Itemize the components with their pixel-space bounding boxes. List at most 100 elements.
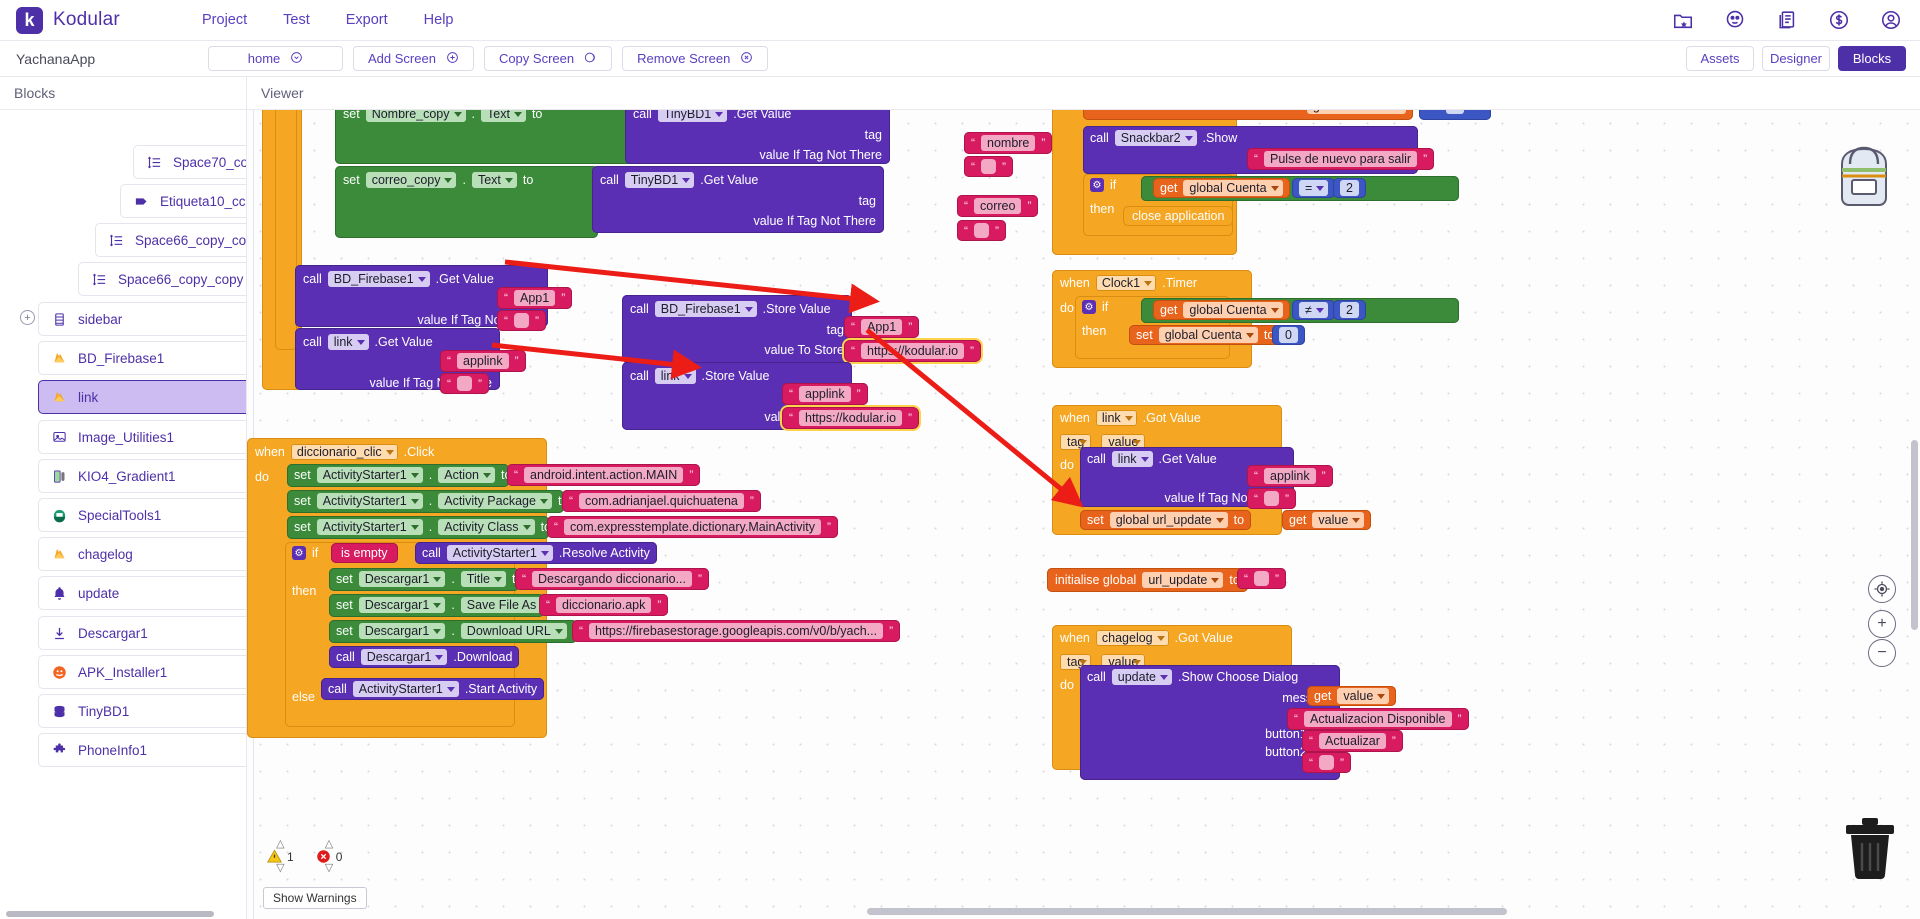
setter-descargar-savefileas[interactable]: set Descargar1 . Save File As to (329, 594, 569, 617)
text-empty-app1-fallback[interactable]: “ ” (497, 310, 546, 331)
component-dropdown[interactable]: diccionario_clic (290, 444, 398, 460)
component-dropdown[interactable]: Descargar1 (358, 597, 446, 613)
text-store-app1-tag[interactable]: “ App1 ” (844, 316, 920, 338)
text-value[interactable]: com.expresstemplate.dictionary.MainActiv… (564, 519, 821, 535)
sidebar-item-sidebar[interactable]: sidebar (38, 302, 246, 336)
global-dropdown[interactable]: global Cuenta (1183, 302, 1283, 318)
component-dropdown[interactable]: link (1111, 451, 1153, 467)
global-dropdown[interactable]: global Cuenta (1183, 180, 1283, 196)
property-dropdown[interactable]: Title (460, 571, 506, 587)
setter-nombre-copy[interactable]: set Nombre_copy . Text to (335, 110, 635, 164)
component-dropdown[interactable]: TinyBD1 (657, 110, 728, 122)
add-screen-button[interactable]: Add Screen (353, 46, 474, 71)
call-activitystarter-start[interactable]: call ActivityStarter1 .Start Activity (321, 678, 545, 700)
text-value[interactable]: applink (1264, 468, 1316, 484)
monetize-icon[interactable] (1828, 9, 1850, 31)
canvas-vertical-scrollbar[interactable] (1911, 440, 1918, 630)
get-global-cuenta-clock[interactable]: get global Cuenta (1153, 300, 1290, 320)
mutator-gear-icon[interactable]: ⚙ (1082, 300, 1096, 314)
text-download-url[interactable]: “ https://firebasestorage.googleapis.com… (572, 620, 901, 642)
backpack-icon[interactable] (1824, 140, 1904, 212)
text-applink-tag[interactable]: “ applink ” (440, 350, 526, 372)
text-value[interactable]: Pulse de nuevo para salir (1264, 151, 1418, 167)
tab-blocks[interactable]: Blocks (1838, 46, 1906, 71)
call-bdfirebase1-store-value[interactable]: call BD_Firebase1 .Store Value tag value… (622, 295, 852, 363)
global-dropdown[interactable]: global url_update (1109, 512, 1228, 528)
component-dropdown[interactable]: correo_copy (365, 172, 457, 188)
mutator-gear-icon[interactable]: ⚙ (292, 546, 306, 560)
text-empty-init-global[interactable]: “ ” (1237, 568, 1286, 589)
component-dropdown[interactable]: chagelog (1095, 630, 1169, 646)
operator-dropdown[interactable]: = (1299, 180, 1329, 196)
call-activitystarter-resolve[interactable]: call ActivityStarter1 .Resolve Activity (415, 542, 657, 564)
setter-global-cuenta-clock[interactable]: set global Cuenta to (1129, 325, 1282, 345)
get-value-urlupdate[interactable]: get value (1282, 510, 1372, 530)
event-inner-do-column[interactable] (275, 110, 297, 350)
remove-screen-button[interactable]: Remove Screen (622, 46, 769, 71)
screen-selector[interactable]: home (208, 46, 343, 71)
canvas-horizontal-scrollbar[interactable] (867, 908, 1507, 915)
close-application-block[interactable]: close application (1123, 206, 1234, 226)
text-intent-action[interactable]: “ android.intent.action.MAIN ” (507, 464, 701, 486)
call-tinybd1-get-nombre[interactable]: call TinyBD1 .Get Value tag value If Tag… (625, 110, 890, 164)
sidebar-item-image-utilities1[interactable]: Image_Utilities1 (38, 420, 246, 454)
property-dropdown[interactable]: Download URL (460, 623, 567, 639)
text-app1-tag[interactable]: “ App1 ” (497, 287, 573, 309)
text-value-empty[interactable] (974, 223, 989, 238)
setter-activitystarter-class[interactable]: set ActivityStarter1 . Activity Class to (287, 516, 551, 539)
component-dropdown[interactable]: Nombre_copy (365, 110, 466, 122)
text-value[interactable]: Descargando diccionario... (532, 571, 692, 587)
menu-item-export[interactable]: Export (345, 12, 388, 28)
setter-global-cuenta-top[interactable]: global Cuenta (1083, 110, 1413, 120)
property-dropdown[interactable]: Activity Package (438, 493, 552, 509)
blocks-tree-sidebar[interactable]: + Space70_cop Etiqueta10_cc Space66_copy_c… (0, 110, 247, 919)
my-projects-icon[interactable] (1672, 9, 1694, 31)
sidebar-item-apk-installer1[interactable]: APK_Installer1 (38, 655, 246, 689)
component-dropdown[interactable]: BD_Firebase1 (654, 301, 757, 317)
component-dropdown[interactable]: link (327, 334, 369, 350)
text-applink-got[interactable]: “ applink ” (1247, 465, 1333, 487)
number-zero-clock[interactable]: 0 (1272, 325, 1305, 345)
math-block-top[interactable]: 1 (1419, 110, 1491, 120)
setter-activitystarter-action[interactable]: set ActivityStarter1 . Action to (287, 464, 511, 487)
text-value[interactable]: applink (799, 386, 851, 402)
component-dropdown[interactable]: ActivityStarter1 (316, 519, 423, 535)
global-name-field[interactable]: url_update (1142, 572, 1224, 588)
expand-node-button[interactable]: + (20, 310, 35, 325)
sidebar-item-update[interactable]: update (38, 576, 246, 610)
setter-descargar-downloadurl[interactable]: set Descargar1 . Download URL to (329, 620, 583, 643)
setter-activitystarter-package[interactable]: set ActivityStarter1 . Activity Package … (287, 490, 568, 513)
sidebar-item-etiqueta10-cc[interactable]: Etiqueta10_cc (120, 184, 246, 218)
text-value[interactable]: https://kodular.io (861, 343, 965, 359)
text-nombre[interactable]: “ nombre ” (964, 132, 1053, 154)
logic-is-empty[interactable]: is empty (331, 543, 398, 563)
show-warnings-button[interactable]: Show Warnings (263, 887, 367, 909)
operator-notequals-clock[interactable]: ≠ (1292, 300, 1335, 320)
text-store-app1-url[interactable]: “ https://kodular.io ” (841, 338, 984, 364)
global-dropdown-top[interactable]: global Cuenta (1306, 110, 1406, 114)
text-value[interactable]: applink (457, 353, 509, 369)
get-value-chagelog[interactable]: get value (1307, 686, 1397, 706)
text-value[interactable]: Actualizar (1319, 733, 1386, 749)
text-value-empty[interactable] (981, 159, 996, 174)
text-empty-applink-fallback[interactable]: “ ” (440, 373, 489, 394)
setter-correo-copy[interactable]: set correo_copy . Text to (335, 166, 598, 238)
sidebar-item-space66-copy-copy[interactable]: Space66_copy_copy... (95, 223, 246, 257)
value-dropdown[interactable]: value (1337, 688, 1390, 704)
component-dropdown[interactable]: TinyBD1 (624, 172, 695, 188)
tab-assets[interactable]: Assets (1686, 46, 1754, 71)
sidebar-item-bd-firebase1[interactable]: BD_Firebase1 (38, 341, 246, 375)
number-two-snackbar[interactable]: 2 (1333, 178, 1366, 198)
number-value[interactable]: 2 (1340, 302, 1359, 318)
copy-screen-button[interactable]: Copy Screen (483, 46, 613, 71)
text-store-applink-url[interactable]: “ https://kodular.io ” (779, 405, 922, 431)
component-dropdown[interactable]: ActivityStarter1 (316, 493, 423, 509)
text-button1[interactable]: “ Actualizar ” (1302, 730, 1403, 752)
text-activity-package[interactable]: “ com.adrianjael.quichuatena ” (562, 490, 761, 512)
sidebar-item-kio4-gradient1[interactable]: KIO4_Gradient1 (38, 459, 246, 493)
component-dropdown[interactable]: ActivityStarter1 (352, 681, 459, 697)
menu-item-project[interactable]: Project (202, 12, 248, 28)
component-dropdown[interactable]: BD_Firebase1 (327, 271, 430, 287)
tab-designer[interactable]: Designer (1762, 46, 1830, 71)
menu-item-test[interactable]: Test (283, 12, 310, 28)
